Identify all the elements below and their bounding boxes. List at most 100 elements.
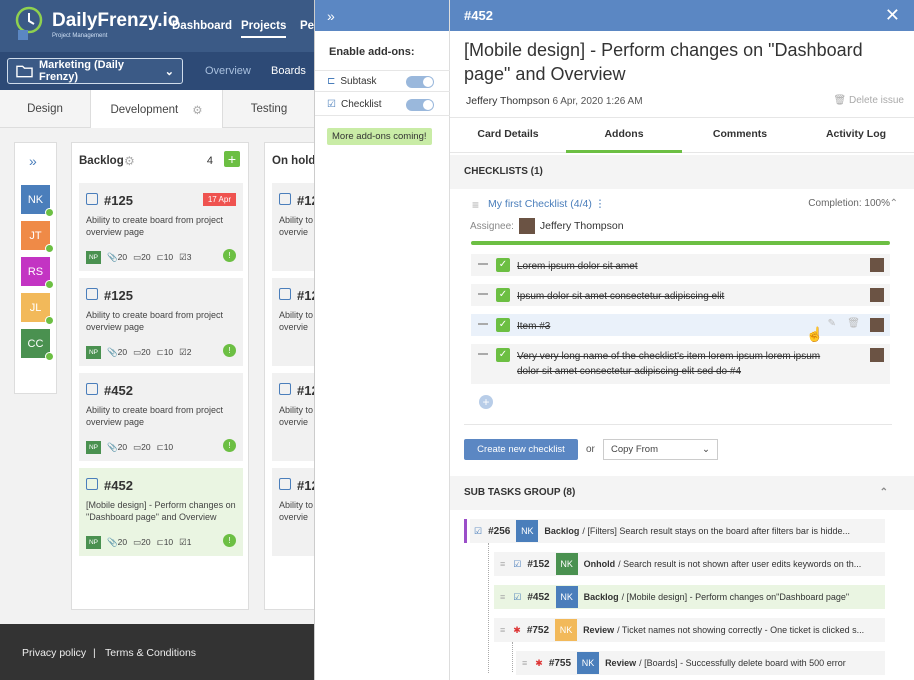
status-dot: ! [223, 439, 236, 452]
checklist-name[interactable]: My first Checklist (4/4) ⋮ [488, 198, 605, 210]
subtask-status: Onhold [583, 559, 616, 569]
checklist-count: 2 [186, 347, 192, 357]
tab-testing[interactable]: Testing [250, 103, 288, 115]
checklist-toggle[interactable] [406, 99, 434, 111]
trash-icon[interactable]: 🗑 [847, 318, 860, 329]
tab-addons[interactable]: Addons [566, 118, 682, 153]
privacy-link[interactable]: Privacy policy [22, 647, 87, 659]
drag-handle[interactable]: ≡ [500, 592, 506, 602]
subtask-row[interactable]: ≡ ✱ #752 NK Review / Ticket names not sh… [494, 618, 885, 642]
card-description: Ability to create board from project ove… [86, 310, 224, 332]
task-icon [86, 478, 98, 490]
gear-icon[interactable]: ⚙ [192, 104, 203, 117]
subtask-status: Backlog [544, 526, 580, 536]
tree-line [488, 543, 489, 673]
gear-icon[interactable]: ⚙ [124, 154, 135, 168]
tab-development[interactable]: Development ⚙ [90, 90, 223, 129]
card[interactable]: #125 17 Apr Ability to create board from… [79, 183, 243, 271]
card-id: #125 [104, 193, 133, 208]
tab-design[interactable]: Design [27, 103, 63, 115]
completion-bar [471, 241, 890, 245]
checklist-item[interactable]: ✓ Item #3 ✎ 🗑 [471, 314, 890, 336]
close-icon[interactable]: ✕ [884, 5, 900, 25]
status-dot: ! [223, 534, 236, 547]
tab-comments[interactable]: Comments [712, 128, 768, 140]
subtask-row[interactable]: ≡ ☑ #152 NK Onhold / Search result is no… [494, 552, 885, 576]
project-select[interactable]: Marketing (Daily Frenzy) ⌄ [7, 58, 183, 84]
logo[interactable]: DailyFrenzy.io Project Management [14, 6, 179, 46]
status-dot: ! [223, 249, 236, 262]
collapse-icon[interactable]: » [315, 0, 449, 31]
add-item-button[interactable]: + [479, 395, 493, 409]
tab-card-details[interactable]: Card Details [477, 128, 539, 140]
card[interactable]: #452 [Mobile design] - Perform changes o… [79, 468, 243, 556]
checklist-item[interactable]: ✓ Ipsum dolor sit amet consectetur adipis… [471, 284, 890, 306]
nav-overview[interactable]: Overview [205, 65, 251, 77]
avatar[interactable]: RS [21, 257, 54, 289]
comment-icon: ▭20 [133, 442, 151, 452]
copy-from-select[interactable]: Copy From ⌄ [603, 439, 718, 460]
subtask-id: #752 [526, 624, 550, 636]
details-tabs: Card Details Addons Comments Activity Lo… [450, 117, 914, 153]
checkbox[interactable]: ✓ [496, 258, 510, 272]
drag-handle[interactable]: ≡ [500, 559, 506, 569]
chevron-up-icon[interactable]: ⌃ [879, 487, 888, 498]
checkbox[interactable]: ✓ [496, 348, 510, 362]
drag-handle[interactable]: ≡ [522, 658, 528, 668]
subtask-row[interactable]: ≡ ✱ #755 NK Review / [Boards] - Successf… [516, 651, 885, 675]
nav-dashboard[interactable]: Dashboard [172, 20, 233, 32]
drag-handle[interactable] [478, 263, 488, 265]
details-meta: Jeffery Thompson 6 Apr, 2020 1:26 AM [466, 95, 643, 107]
details-title[interactable]: [Mobile design] - Perform changes on "Da… [464, 40, 863, 84]
avatar[interactable]: JT [21, 221, 54, 253]
card-description: Ability to overvie [279, 500, 314, 522]
assignee-badge: NP [86, 346, 101, 359]
project-select-value: Marketing (Daily Frenzy) [38, 59, 124, 83]
nav-projects[interactable]: Projects [241, 20, 287, 38]
checkbox[interactable]: ✓ [496, 288, 510, 302]
subtask-id: #755 [548, 657, 572, 669]
card-details-panel: #452 ✕ [Mobile design] - Perform changes… [450, 0, 914, 680]
subtask-title: / Search result is not shown after user … [618, 559, 862, 569]
subtask-toggle[interactable] [406, 76, 434, 88]
board-tabs: Design Development ⚙ Testing [0, 90, 330, 129]
column-title: On hold [272, 155, 316, 167]
more-icon[interactable]: ⋮ [594, 198, 606, 210]
edit-icon[interactable]: ✎ [827, 318, 836, 329]
checklist-item[interactable]: ✓ Very very long name of the checklist's … [471, 344, 890, 384]
chevron-up-icon[interactable]: ⌃ [889, 198, 898, 209]
subtasks-title: SUB TASKS GROUP (8) [464, 487, 576, 498]
add-card-button[interactable]: + [224, 151, 240, 167]
create-checklist-button[interactable]: Create new checklist [464, 439, 578, 460]
comment-count: 20 [141, 442, 151, 452]
comment-icon: ▭20 [133, 252, 151, 262]
avatar[interactable]: JL [21, 293, 54, 325]
checkbox[interactable]: ✓ [496, 318, 510, 332]
checklist-icon: ☑1 [179, 537, 192, 547]
drag-handle[interactable] [478, 293, 488, 295]
drag-handle[interactable] [478, 353, 488, 355]
subtask-row[interactable]: ☑ #256 NK Backlog / [Filters] Search res… [470, 519, 885, 543]
drag-handle[interactable]: ≡ [500, 625, 506, 635]
card[interactable]: #125 Ability to create board from projec… [79, 278, 243, 366]
avatar[interactable]: NK [21, 185, 54, 217]
avatar [518, 218, 535, 234]
tab-activity-log[interactable]: Activity Log [825, 128, 887, 140]
addons-panel: » Enable add-ons: ⊏ Subtask ☑ Checklist … [314, 0, 450, 680]
checklist-item[interactable]: ✓ Lorem ipsum dolor sit amet [471, 254, 890, 276]
nav-boards[interactable]: Boards [271, 65, 306, 77]
avatar[interactable]: CC [21, 329, 54, 361]
comment-icon: ▭20 [133, 537, 151, 547]
terms-link[interactable]: Terms & Conditions [105, 647, 197, 659]
drag-handle[interactable] [478, 323, 488, 325]
chevron-down-icon: ⌄ [164, 65, 174, 78]
subtask-count: 10 [163, 442, 174, 452]
delete-issue-button[interactable]: 🗑 Delete issue [833, 95, 904, 106]
drag-handle[interactable]: ≡ [472, 198, 480, 212]
card-description: [Mobile design] - Perform changes on "Da… [86, 500, 236, 522]
expand-icon[interactable]: » [29, 153, 37, 169]
card[interactable]: #452 Ability to create board from projec… [79, 373, 243, 461]
task-icon: ☑ [513, 591, 522, 602]
subtask-row[interactable]: ≡ ☑ #452 NK Backlog / [Mobile design] - … [494, 585, 885, 609]
nav-people[interactable]: Pe [300, 20, 315, 32]
